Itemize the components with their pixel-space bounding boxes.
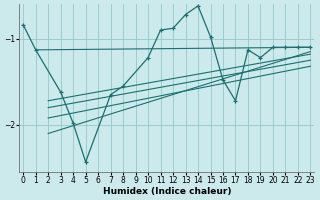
X-axis label: Humidex (Indice chaleur): Humidex (Indice chaleur) — [103, 187, 231, 196]
